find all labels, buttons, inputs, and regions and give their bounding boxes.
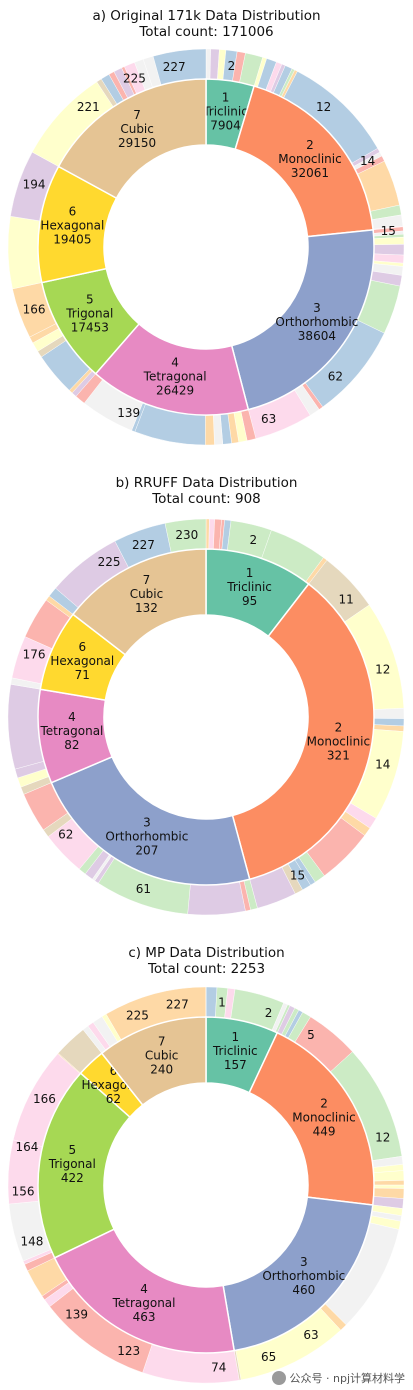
- outer-ring-label: 225: [98, 555, 121, 569]
- outer-ring-label: 221: [77, 100, 100, 114]
- outer-ring-segment: [373, 708, 405, 719]
- outer-ring-label: 62: [58, 828, 73, 842]
- outer-ring-label: 148: [21, 1235, 44, 1249]
- outer-ring-segment: [205, 986, 218, 1018]
- outer-ring-label: 15: [381, 224, 396, 238]
- outer-ring-label: 1: [218, 996, 226, 1010]
- outer-ring-label: 2: [250, 533, 258, 547]
- slice-label: 7 Cubic 240: [145, 1034, 179, 1076]
- outer-ring-label: 11: [339, 592, 354, 606]
- outer-ring-label: 2: [228, 59, 236, 73]
- outer-ring-segment: [373, 236, 405, 245]
- slice-label: 5 Trigonal 422: [48, 1143, 96, 1185]
- slice-label: 2 Monoclinic 321: [307, 720, 370, 762]
- slice-label: 4 Tetragonal 82: [39, 710, 103, 752]
- outer-ring-segment: [7, 216, 43, 290]
- outer-ring-label: 225: [123, 72, 146, 86]
- slice-label: 2 Monoclinic 32061: [278, 138, 341, 180]
- outer-ring-label: 139: [65, 1307, 88, 1321]
- outer-ring-segment: [373, 1180, 405, 1186]
- inner-slice-cubic: [100, 1016, 207, 1107]
- chart-panel-c: c) MP Data Distribution Total count: 225…: [0, 940, 413, 1390]
- slice-label: 4 Tetragonal 463: [112, 1282, 176, 1324]
- outer-ring-label: 5: [307, 1028, 315, 1042]
- wechat-icon: [271, 1371, 286, 1385]
- outer-ring-label: 15: [290, 868, 305, 882]
- inner-slice-cubic: [71, 548, 207, 656]
- watermark: 公众号 · npj计算材料学: [271, 1370, 406, 1386]
- outer-ring-label: 12: [375, 663, 390, 677]
- slice-label: 1 Triclinic 157: [212, 1030, 258, 1072]
- outer-ring-label: 12: [316, 100, 331, 114]
- slice-label: 3 Orthorhombic 207: [105, 815, 188, 857]
- outer-ring-label: 63: [303, 1328, 318, 1342]
- chart-title: a) Original 171k Data Distribution: [92, 8, 321, 24]
- slice-label: 7 Cubic 29150: [118, 108, 156, 150]
- chart-title-a: a) Original 171k Data Distribution Total…: [0, 8, 413, 40]
- inner-slice-orthorhombic: [50, 755, 251, 886]
- inner-slice-tetragonal: [53, 1228, 236, 1354]
- outer-ring-label: 139: [117, 406, 140, 420]
- slice-label: 2 Monoclinic 449: [292, 1096, 355, 1138]
- outer-ring-label: 166: [23, 303, 46, 317]
- slice-label: 3 Orthorhombic 38604: [275, 301, 358, 343]
- outer-ring-label: 230: [175, 528, 198, 542]
- outer-ring-label: 74: [211, 1361, 226, 1375]
- outer-ring-segment: [373, 244, 405, 256]
- outer-ring-label: 156: [12, 1184, 35, 1198]
- chart-title-b: b) RRUFF Data Distribution Total count: …: [0, 475, 413, 507]
- chart-title: b) RRUFF Data Distribution: [115, 475, 298, 491]
- outer-ring-label: 194: [23, 177, 46, 191]
- chart-title: c) MP Data Distribution: [128, 945, 285, 961]
- watermark-text: 公众号 · npj计算材料学: [289, 1372, 406, 1385]
- slice-label: 4 Tetragonal 26429: [143, 355, 207, 397]
- slice-label: 1 Triclinic 7904: [202, 90, 248, 132]
- chart-title-c: c) MP Data Distribution Total count: 225…: [0, 945, 413, 977]
- inner-slice-cubic: [57, 78, 207, 200]
- slice-label: 1 Triclinic 95: [226, 566, 272, 608]
- outer-ring-label: 227: [132, 538, 155, 552]
- outer-ring-label: 14: [375, 757, 390, 771]
- slice-label: 3 Orthorhombic 460: [262, 1255, 345, 1297]
- donut-chart-c: 1 Triclinic 157 2 Monoclinic 449 3 Orthorhombic…: [7, 986, 405, 1384]
- outer-ring-label: 2: [265, 1006, 273, 1020]
- slice-label: 7 Cubic 132: [130, 573, 164, 615]
- chart-subtitle: Total count: 2253: [147, 961, 266, 977]
- outer-ring-segment: [187, 881, 246, 916]
- outer-ring-label: 65: [261, 1350, 276, 1364]
- chart-panel-b: b) RRUFF Data Distribution Total count: …: [0, 470, 413, 920]
- inner-slice-orthorhombic: [230, 229, 375, 411]
- chart-subtitle: Total count: 171006: [139, 24, 274, 40]
- chart-subtitle: Total count: 908: [152, 491, 261, 507]
- outer-ring-label: 62: [328, 369, 343, 383]
- outer-ring-segment: [205, 414, 215, 446]
- outer-ring-label: 61: [136, 882, 151, 896]
- outer-ring-label: 166: [33, 1092, 56, 1106]
- outer-ring-label: 225: [126, 1008, 149, 1022]
- outer-ring-label: 164: [16, 1140, 39, 1154]
- donut-chart-a: 1 Triclinic 7904 2 Monoclinic 32061 3 Orthorhom…: [7, 48, 405, 446]
- outer-ring-label: 227: [166, 997, 189, 1011]
- outer-ring-label: 227: [163, 60, 186, 74]
- inner-slice-monoclinic: [231, 582, 375, 881]
- outer-ring-label: 176: [23, 647, 46, 661]
- donut-chart-b: 1 Triclinic 95 2 Monoclinic 321 3 Orthorhombic 2…: [7, 518, 405, 916]
- slice-label: 6 Hexagonal 71: [50, 640, 114, 682]
- outer-ring-label: 123: [117, 1344, 140, 1358]
- slice-label: 5 Trigonal 17453: [65, 293, 113, 335]
- slice-label: 6 Hexagonal 19405: [40, 205, 104, 247]
- outer-ring-label: 14: [360, 154, 375, 168]
- chart-panel-a: a) Original 171k Data Distribution Total…: [0, 0, 413, 452]
- outer-ring-label: 63: [261, 412, 276, 426]
- outer-ring-label: 12: [375, 1131, 390, 1145]
